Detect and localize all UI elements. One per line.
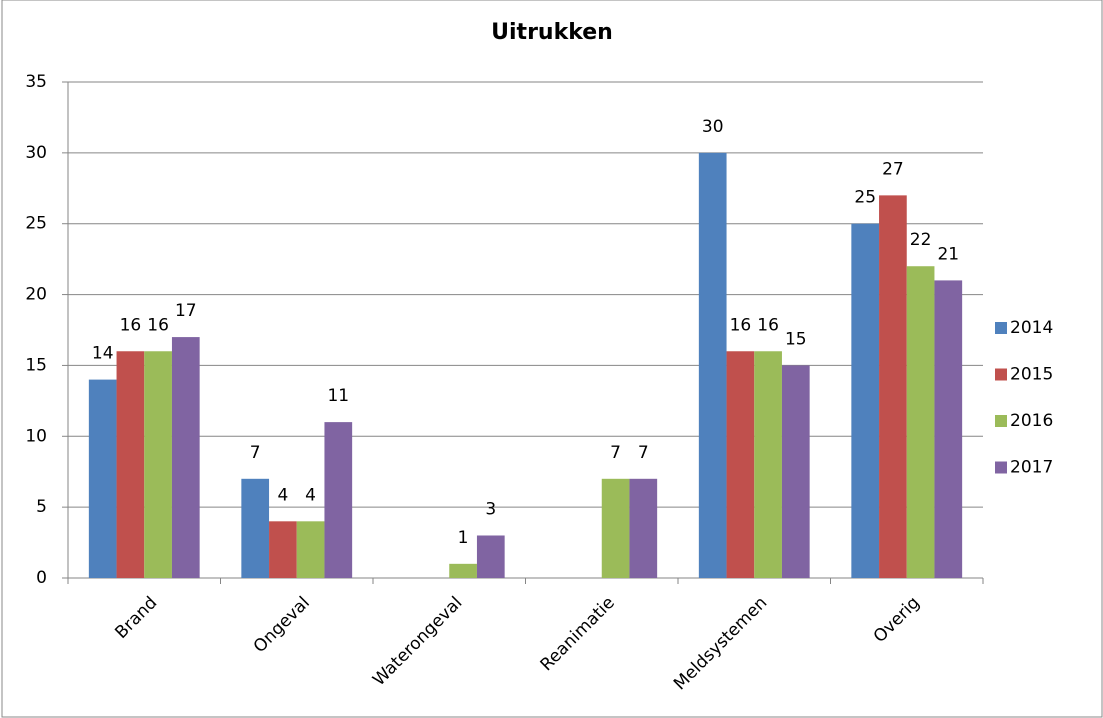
value-label: 11	[327, 386, 349, 406]
value-label: 4	[305, 485, 316, 505]
value-label: 30	[702, 117, 724, 137]
value-label: 14	[92, 344, 114, 364]
y-tick-label: 5	[36, 497, 47, 517]
value-label: 27	[882, 159, 904, 179]
legend-label: 2016	[1010, 411, 1053, 431]
bar	[241, 478, 270, 578]
value-label: 7	[250, 443, 261, 463]
x-tick-label: Ongeval	[250, 593, 314, 657]
y-tick-label: 0	[36, 568, 47, 588]
chart-title: Uitrukken	[491, 20, 613, 45]
bar	[269, 521, 297, 578]
bar	[324, 422, 353, 578]
bar	[449, 563, 477, 578]
y-tick-label: 20	[25, 285, 47, 305]
value-label: 1	[458, 528, 469, 548]
legend-swatch	[995, 461, 1007, 474]
legend-swatch	[995, 415, 1007, 427]
bar	[934, 280, 963, 578]
bar	[851, 223, 880, 578]
value-label: 7	[638, 443, 649, 463]
legend-label: 2017	[1010, 458, 1053, 478]
bar	[296, 521, 325, 578]
bar	[88, 379, 117, 578]
value-label: 3	[485, 499, 496, 519]
value-label: 21	[937, 244, 959, 264]
x-tick-label: Brand	[111, 593, 161, 643]
value-label: 17	[175, 301, 197, 321]
x-tick-label: Meldsystemen	[670, 593, 771, 694]
legend-label: 2014	[1010, 318, 1053, 338]
y-tick-label: 30	[25, 143, 47, 163]
bar	[476, 535, 505, 578]
bar	[906, 266, 935, 578]
y-tick-label: 35	[25, 72, 47, 92]
bar	[754, 351, 782, 578]
bar	[781, 365, 810, 578]
x-tick-label: Overig	[870, 593, 924, 647]
y-tick-label: 25	[25, 214, 47, 234]
y-tick-label: 15	[25, 355, 47, 375]
bar	[726, 351, 755, 578]
bar	[879, 195, 907, 578]
value-label: 16	[147, 315, 169, 335]
value-label: 22	[910, 230, 932, 250]
value-label: 16	[120, 315, 142, 335]
value-label: 16	[730, 315, 752, 335]
bar	[629, 478, 658, 578]
bar	[601, 478, 630, 578]
x-tick-label: Waterongeval	[369, 593, 466, 690]
value-label: 7	[610, 443, 621, 463]
legend-swatch	[995, 322, 1007, 334]
value-label: 25	[854, 188, 876, 208]
y-tick-label: 10	[25, 426, 47, 446]
value-label: 4	[277, 485, 288, 505]
bar	[116, 351, 145, 578]
bar	[144, 351, 172, 578]
legend-label: 2015	[1010, 365, 1053, 385]
bar	[171, 337, 200, 578]
bar	[698, 152, 727, 578]
x-tick-label: Reanimatie	[537, 593, 619, 675]
value-label: 16	[757, 315, 779, 335]
value-label: 15	[785, 329, 807, 349]
legend-swatch	[995, 368, 1007, 381]
